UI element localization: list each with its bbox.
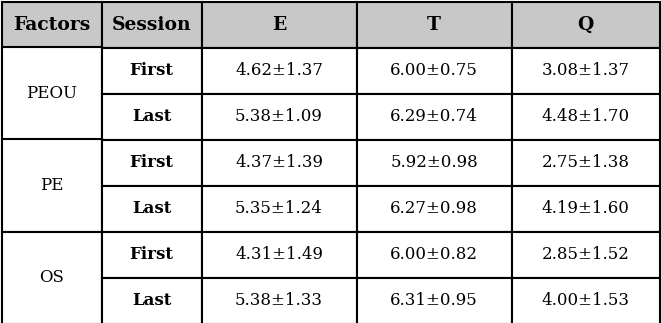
Bar (512, 140, 660, 185)
Bar (512, 47, 660, 93)
Text: First: First (130, 62, 173, 79)
Bar (1, 140, 102, 232)
Text: First: First (130, 246, 173, 263)
Bar (202, 93, 356, 140)
Bar (512, 93, 660, 140)
Text: 2.75±1.38: 2.75±1.38 (541, 154, 629, 171)
Text: OS: OS (39, 269, 64, 286)
Text: 4.62±1.37: 4.62±1.37 (235, 62, 323, 79)
Bar (102, 185, 202, 232)
Bar (356, 232, 512, 277)
Bar (202, 47, 356, 93)
Text: 4.00±1.53: 4.00±1.53 (541, 292, 629, 309)
Bar (356, 93, 512, 140)
Bar (202, 140, 356, 185)
Text: 5.38±1.33: 5.38±1.33 (235, 292, 323, 309)
Text: Last: Last (132, 200, 171, 217)
Bar (1, 2, 102, 47)
Text: 2.85±1.52: 2.85±1.52 (541, 246, 629, 263)
Text: Q: Q (577, 16, 594, 34)
Bar (102, 93, 202, 140)
Text: 6.27±0.98: 6.27±0.98 (390, 200, 478, 217)
Bar (202, 185, 356, 232)
Text: 4.19±1.60: 4.19±1.60 (541, 200, 629, 217)
Bar (512, 185, 660, 232)
Bar (202, 232, 356, 277)
Text: 6.00±0.82: 6.00±0.82 (390, 246, 478, 263)
Bar (356, 2, 512, 47)
Text: 5.38±1.09: 5.38±1.09 (235, 108, 323, 125)
Text: Last: Last (132, 108, 171, 125)
Text: E: E (272, 16, 286, 34)
Bar (102, 140, 202, 185)
Text: 5.92±0.98: 5.92±0.98 (390, 154, 478, 171)
Text: Last: Last (132, 292, 171, 309)
Bar (356, 185, 512, 232)
Text: 4.37±1.39: 4.37±1.39 (235, 154, 323, 171)
Bar (356, 47, 512, 93)
Bar (102, 232, 202, 277)
Bar (1, 47, 102, 140)
Text: 4.48±1.70: 4.48±1.70 (541, 108, 629, 125)
Bar (356, 140, 512, 185)
Text: PE: PE (40, 177, 63, 194)
Text: 6.00±0.75: 6.00±0.75 (390, 62, 478, 79)
Bar (512, 2, 660, 47)
Text: PEOU: PEOU (26, 85, 77, 102)
Text: 4.31±1.49: 4.31±1.49 (235, 246, 323, 263)
Text: Session: Session (112, 16, 191, 34)
Text: 6.29±0.74: 6.29±0.74 (390, 108, 478, 125)
Bar (102, 2, 202, 47)
Bar (1, 232, 102, 323)
Bar (512, 277, 660, 323)
Bar (102, 47, 202, 93)
Bar (356, 277, 512, 323)
Text: 6.31±0.95: 6.31±0.95 (390, 292, 478, 309)
Bar (512, 232, 660, 277)
Text: T: T (427, 16, 441, 34)
Text: 3.08±1.37: 3.08±1.37 (541, 62, 629, 79)
Bar (102, 277, 202, 323)
Text: Factors: Factors (13, 16, 90, 34)
Text: First: First (130, 154, 173, 171)
Bar (202, 277, 356, 323)
Text: 5.35±1.24: 5.35±1.24 (235, 200, 323, 217)
Bar (202, 2, 356, 47)
